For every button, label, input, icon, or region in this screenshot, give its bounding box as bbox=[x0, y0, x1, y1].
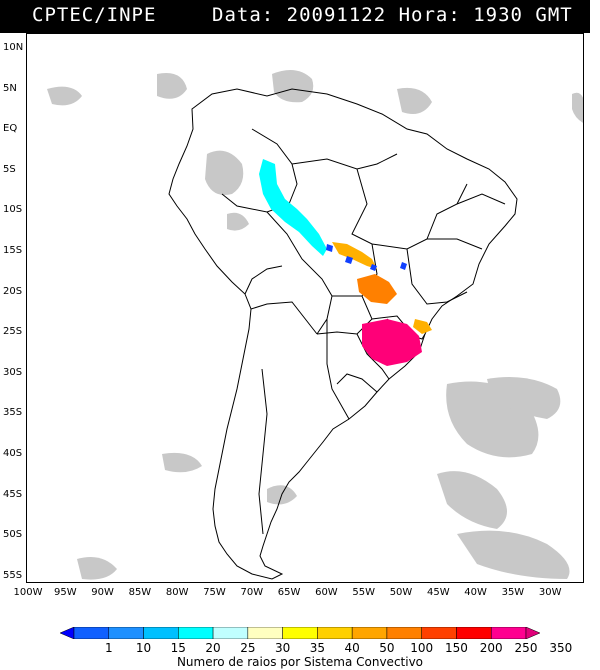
legend-value: 1 bbox=[104, 641, 113, 655]
lon-label: 85W bbox=[128, 587, 152, 598]
lon-label: 95W bbox=[53, 587, 77, 598]
lon-label: 100W bbox=[13, 587, 43, 598]
legend-value: 35 bbox=[309, 641, 326, 655]
lon-label: 70W bbox=[240, 587, 264, 598]
org-title: CPTEC/INPE bbox=[32, 4, 157, 26]
legend-caption: Numero de raios por Sistema Convectivo bbox=[176, 655, 424, 669]
lat-label: 10N bbox=[3, 42, 24, 53]
cloud-patch bbox=[162, 452, 202, 473]
map-canvas bbox=[47, 70, 583, 580]
legend-swatch bbox=[386, 627, 422, 639]
lat-label: 20S bbox=[3, 285, 23, 297]
lon-label: 60W bbox=[315, 587, 338, 598]
legend-swatch bbox=[351, 627, 388, 639]
cloud-patch bbox=[47, 86, 82, 106]
country-border bbox=[258, 368, 268, 535]
lon-label: 50W bbox=[389, 587, 413, 598]
title-bar: CPTEC/INPE Data: 20091122 Hora: 1930 GMT bbox=[0, 0, 590, 33]
lat-label: 30S bbox=[3, 366, 23, 378]
system-cyan bbox=[259, 159, 327, 256]
cloud-cover bbox=[47, 70, 583, 580]
cloud-patch bbox=[457, 530, 570, 579]
country-border bbox=[291, 153, 398, 170]
lon-label: 55W bbox=[352, 587, 375, 598]
cloud-patch bbox=[77, 556, 117, 580]
lat-label: 25S bbox=[3, 326, 23, 338]
lat-label: 35S bbox=[3, 407, 23, 419]
cloud-patch bbox=[157, 73, 187, 99]
country-border bbox=[250, 301, 318, 335]
convective-systems bbox=[259, 159, 432, 366]
lon-label: 65W bbox=[277, 587, 301, 598]
legend-swatch bbox=[60, 627, 75, 639]
south-america-coast bbox=[168, 88, 518, 580]
country-border bbox=[336, 373, 378, 393]
lat-label: 5N bbox=[3, 82, 17, 94]
cloud-patch bbox=[205, 150, 244, 195]
legend-swatch bbox=[282, 627, 318, 639]
lon-label: 35W bbox=[501, 587, 525, 598]
lon-label: 45W bbox=[426, 587, 450, 598]
legend-swatch bbox=[212, 627, 249, 639]
legend-value: 25 bbox=[240, 641, 256, 655]
system-yellow bbox=[332, 242, 377, 269]
legend-swatch bbox=[73, 627, 110, 639]
lon-label: 30W bbox=[538, 587, 562, 598]
cloud-patch bbox=[487, 376, 561, 419]
lat-label: 40S bbox=[3, 448, 23, 459]
legend-swatch bbox=[421, 627, 457, 639]
lat-label: 10S bbox=[3, 204, 23, 216]
cloud-patch bbox=[397, 87, 432, 115]
cloud-patch bbox=[227, 212, 249, 231]
legend-swatch bbox=[247, 627, 283, 639]
legend-value: 150 bbox=[445, 641, 468, 655]
lat-label: 45S bbox=[3, 488, 23, 500]
legend-value: 250 bbox=[514, 641, 538, 655]
state-border bbox=[456, 193, 506, 205]
continent-outline bbox=[168, 88, 518, 580]
legend-swatch bbox=[317, 627, 353, 639]
legend-value: 40 bbox=[344, 641, 360, 655]
legend-swatch bbox=[108, 627, 144, 639]
lat-label: 5S bbox=[3, 163, 16, 175]
state-border bbox=[351, 168, 468, 250]
lon-label: 75W bbox=[203, 587, 226, 598]
cloud-patch bbox=[572, 92, 583, 123]
datetime-title: Data: 20091122 Hora: 1930 GMT bbox=[212, 4, 573, 26]
country-border bbox=[244, 265, 283, 295]
legend-swatch bbox=[178, 627, 214, 639]
lon-label: 80W bbox=[165, 587, 189, 598]
system-orange bbox=[357, 274, 397, 304]
legend-value: 20 bbox=[205, 641, 221, 655]
lon-label: 90W bbox=[91, 587, 114, 598]
country-border bbox=[221, 128, 298, 213]
map-frame bbox=[26, 33, 584, 583]
legend-value: 100 bbox=[410, 641, 434, 655]
legend-swatch bbox=[456, 627, 492, 639]
state-border bbox=[427, 238, 483, 250]
cloud-patch bbox=[272, 70, 314, 103]
legend-value: 10 bbox=[135, 641, 152, 655]
legend-value: 350 bbox=[549, 641, 573, 655]
legend-swatch bbox=[525, 627, 540, 639]
lat-label: 55S bbox=[3, 569, 23, 581]
state-border bbox=[406, 248, 468, 305]
lat-label: 50S bbox=[3, 529, 23, 541]
legend-swatch bbox=[143, 627, 179, 639]
legend-value: 30 bbox=[274, 641, 291, 655]
legend-value: 15 bbox=[170, 641, 186, 655]
legend-value: 200 bbox=[479, 641, 503, 655]
lat-label: 15S bbox=[3, 245, 23, 256]
color-legend-bar bbox=[60, 627, 540, 639]
system-orange-small bbox=[413, 319, 432, 334]
country-border bbox=[326, 319, 350, 420]
lon-label: 40W bbox=[464, 587, 487, 598]
legend-swatch bbox=[490, 627, 527, 639]
lat-label: EQ bbox=[3, 123, 18, 135]
system-magenta bbox=[362, 319, 422, 366]
cloud-patch bbox=[437, 471, 507, 529]
legend-value: 50 bbox=[379, 641, 395, 655]
